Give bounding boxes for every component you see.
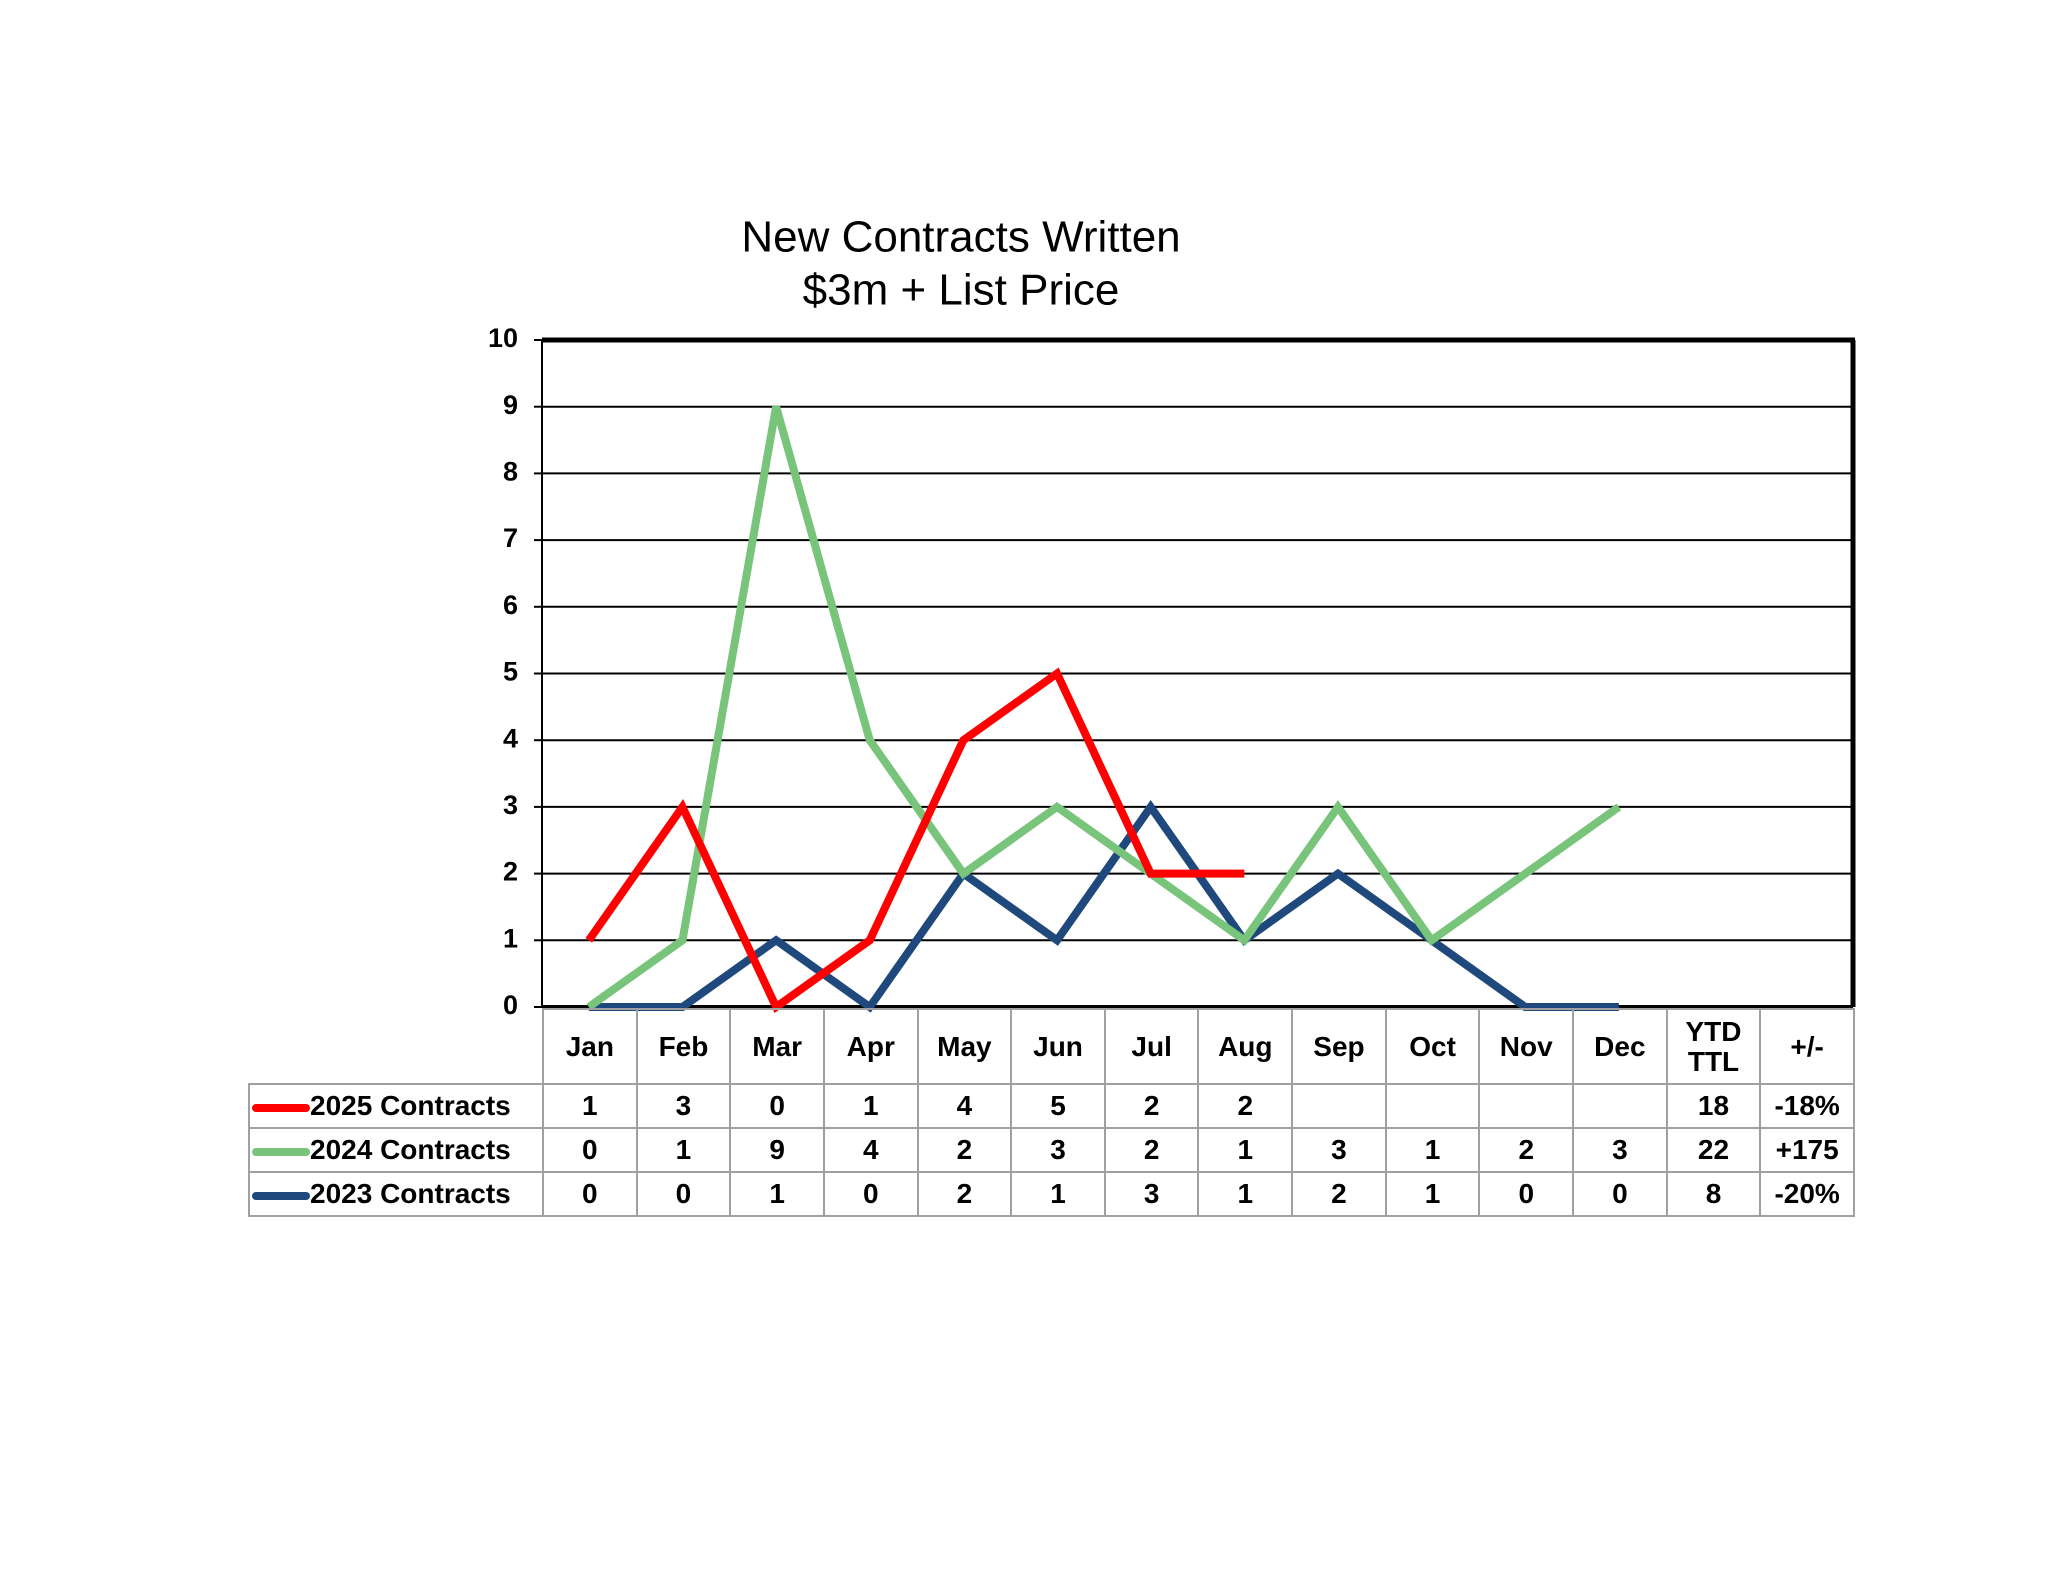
empty-cell xyxy=(1384,1083,1481,1129)
value-cell: 2 xyxy=(1103,1083,1200,1129)
value-cell: 0 xyxy=(1478,1171,1575,1217)
data-row: 2025 Contracts 1 3 0 1 4 5 2 2 18 -18% xyxy=(248,1083,1855,1129)
legend-label: 2025 Contracts xyxy=(310,1090,511,1121)
value-cell: 1 xyxy=(822,1083,919,1129)
legend-swatch xyxy=(252,1191,310,1200)
value-cell: 0 xyxy=(635,1171,732,1217)
value-cell: 2 xyxy=(1103,1127,1200,1173)
legend-cell: 2024 Contracts xyxy=(248,1127,544,1173)
x-tick-label: Nov xyxy=(1478,1008,1575,1085)
x-tick-label: Apr xyxy=(822,1008,919,1085)
legend-cell: 2023 Contracts xyxy=(248,1171,544,1217)
series-line xyxy=(586,405,1622,1011)
value-cell: 5 xyxy=(1010,1083,1106,1129)
y-tick-label: 7 xyxy=(503,523,518,553)
value-cell: 0 xyxy=(729,1083,825,1129)
legend-label: 2023 Contracts xyxy=(310,1178,511,1209)
y-tick-label: 8 xyxy=(503,457,518,487)
value-cell: 0 xyxy=(822,1171,919,1217)
column-header: YTD TTL xyxy=(1665,1008,1762,1085)
y-tick-label: 0 xyxy=(503,990,518,1020)
change-cell: +175 xyxy=(1759,1127,1855,1173)
empty-cell xyxy=(1572,1083,1668,1129)
y-tick-label: 3 xyxy=(503,790,518,820)
value-cell: 2 xyxy=(1197,1083,1294,1129)
value-cell: 2 xyxy=(1291,1171,1387,1217)
value-cell: 1 xyxy=(1010,1171,1106,1217)
y-tick-label: 1 xyxy=(503,923,518,953)
x-tick-label: Jul xyxy=(1103,1008,1200,1085)
x-tick-label: Jun xyxy=(1010,1008,1106,1085)
empty-cell xyxy=(1291,1083,1387,1129)
y-tick-label: 5 xyxy=(503,657,518,687)
column-header: +/- xyxy=(1759,1008,1855,1085)
value-cell: 9 xyxy=(729,1127,825,1173)
chart-subtitle: $3m + List Price xyxy=(803,266,1120,315)
y-tick-label: 2 xyxy=(503,857,518,887)
header-row: Jan Feb Mar Apr May Jun Jul Aug Sep Oct Nov Dec YTD … xyxy=(249,1008,1855,1085)
value-cell: 1 xyxy=(1384,1127,1481,1173)
change-cell: -20% xyxy=(1759,1171,1855,1217)
change-cell: -18% xyxy=(1759,1083,1855,1129)
x-tick-label: Oct xyxy=(1384,1008,1481,1085)
legend-cell: 2025 Contracts xyxy=(248,1083,544,1129)
legend-swatch xyxy=(252,1147,310,1156)
x-tick-label: May xyxy=(916,1008,1013,1085)
value-cell: 3 xyxy=(1572,1127,1668,1173)
x-tick-label: Feb xyxy=(635,1008,732,1085)
y-tick-label: 10 xyxy=(488,323,518,353)
x-tick-label: Sep xyxy=(1291,1008,1387,1085)
value-cell: 1 xyxy=(635,1127,732,1173)
x-tick-label: Mar xyxy=(729,1008,825,1085)
value-cell: 4 xyxy=(822,1127,919,1173)
value-cell: 2 xyxy=(1478,1127,1575,1173)
data-row: 2023 Contracts 0 0 1 0 2 1 3 1 2 1 0 0 8 -20% xyxy=(248,1171,1855,1217)
value-cell: 1 xyxy=(729,1171,825,1217)
value-cell: 2 xyxy=(916,1127,1013,1173)
value-cell: 0 xyxy=(1572,1171,1668,1217)
y-tick-label: 6 xyxy=(503,590,518,620)
value-cell: 3 xyxy=(1103,1171,1200,1217)
value-cell: 1 xyxy=(1197,1171,1294,1217)
empty-cell xyxy=(1478,1083,1575,1129)
chart-title: New Contracts Written xyxy=(741,213,1180,262)
x-tick-label: Aug xyxy=(1197,1008,1294,1085)
legend-swatch xyxy=(252,1103,310,1112)
data-table: Jan Feb Mar Apr May Jun Jul Aug Sep Oct Nov Dec YTD … xyxy=(248,1008,1855,1217)
value-cell: 1 xyxy=(1384,1171,1481,1217)
total-cell: 8 xyxy=(1665,1171,1762,1217)
data-row: 2024 Contracts 0 1 9 4 2 3 2 1 3 1 2 3 22 +175 xyxy=(248,1127,1855,1173)
y-tick-label: 9 xyxy=(503,390,518,420)
value-cell: 0 xyxy=(542,1171,638,1217)
total-cell: 18 xyxy=(1665,1083,1762,1129)
value-cell: 4 xyxy=(916,1083,1013,1129)
value-cell: 0 xyxy=(542,1127,638,1173)
x-tick-label: Dec xyxy=(1572,1008,1668,1085)
series-line xyxy=(588,799,1619,1013)
total-cell: 22 xyxy=(1665,1127,1762,1173)
value-cell: 3 xyxy=(635,1083,732,1129)
blank-cell xyxy=(249,1009,543,1084)
y-tick-label: 4 xyxy=(503,723,518,753)
value-cell: 2 xyxy=(916,1171,1013,1217)
value-cell: 1 xyxy=(1197,1127,1294,1173)
value-cell: 1 xyxy=(542,1083,638,1129)
value-cell: 3 xyxy=(1291,1127,1387,1173)
x-tick-label: Jan xyxy=(542,1008,638,1085)
legend-label: 2024 Contracts xyxy=(310,1134,511,1165)
value-cell: 3 xyxy=(1010,1127,1106,1173)
series-line xyxy=(585,667,1245,1014)
